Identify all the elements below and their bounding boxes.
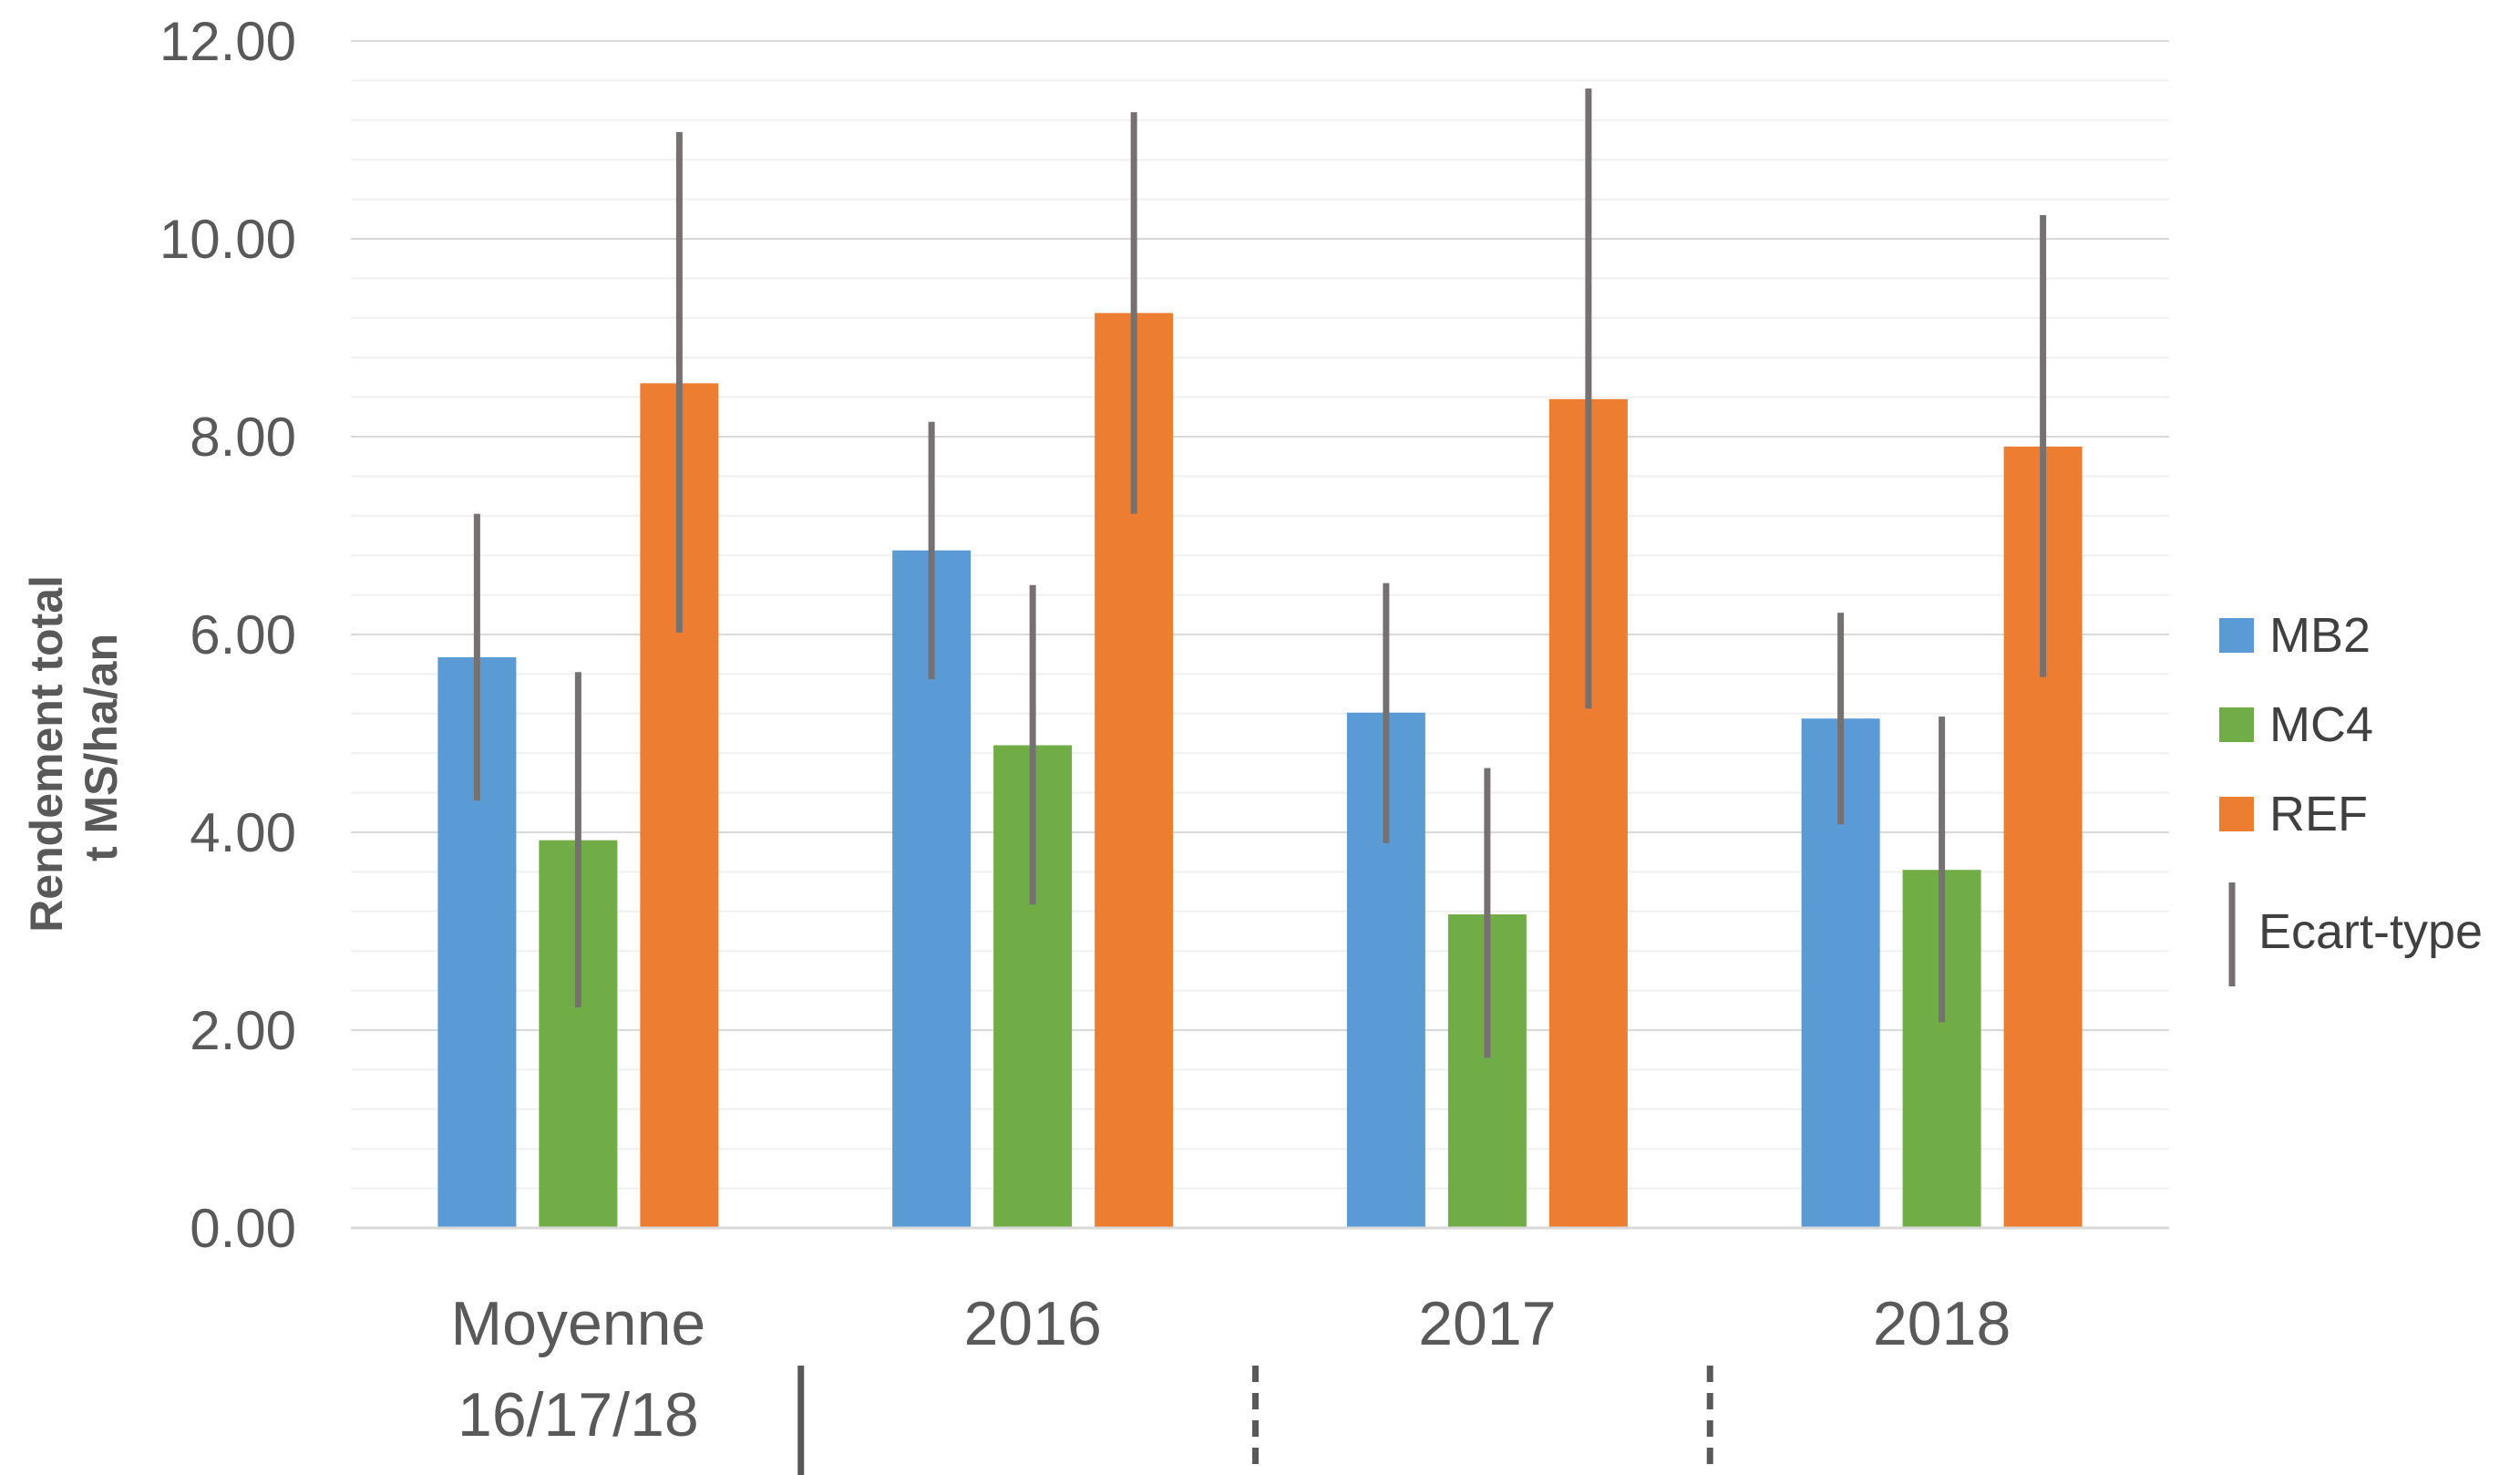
y-tick-label: 6.00: [190, 604, 296, 665]
legend-swatch-mb2: [2219, 618, 2254, 653]
x-category-label: 2018: [1873, 1289, 2011, 1358]
y-tick-label: 10.00: [159, 209, 296, 270]
bars: [437, 313, 2083, 1229]
y-tick-label: 4.00: [190, 802, 296, 863]
legend-swatch-mc4: [2219, 707, 2254, 742]
gridlines: [351, 40, 2169, 1190]
y-axis-label: Rendement total t MS/ha/an: [21, 562, 127, 933]
y-axis-label-line-1: Rendement total: [21, 575, 72, 933]
legend: MB2 MC4 REF Ecart-type: [2219, 608, 2483, 986]
x-category-label: Moyenne: [451, 1289, 706, 1358]
y-tick-label: 2.00: [190, 1000, 296, 1061]
x-category-label: 2017: [1418, 1289, 1556, 1358]
y-tick-label: 8.00: [190, 407, 296, 468]
y-tick-label: 0.00: [190, 1198, 296, 1259]
legend-swatch-ref: [2219, 797, 2254, 831]
legend-label-ecart-type: Ecart-type: [2258, 904, 2483, 959]
x-category-label: 16/17/18: [458, 1380, 699, 1449]
legend-label-ref: REF: [2269, 787, 2368, 841]
y-axis-label-line-2: t MS/ha/an: [76, 634, 127, 861]
category-separators: [797, 1366, 1713, 1475]
legend-label-mc4: MC4: [2269, 697, 2373, 752]
error-bars: [473, 88, 2047, 1058]
y-axis-ticks: 0.00 2.00 4.00 6.00 8.00 10.00 12.00: [159, 11, 296, 1259]
x-axis-categories: Moyenne 16/17/18 2016 2017 2018: [451, 1289, 2011, 1449]
y-tick-label: 12.00: [159, 11, 296, 72]
x-category-label: 2016: [963, 1289, 1101, 1358]
legend-label-mb2: MB2: [2269, 608, 2371, 663]
